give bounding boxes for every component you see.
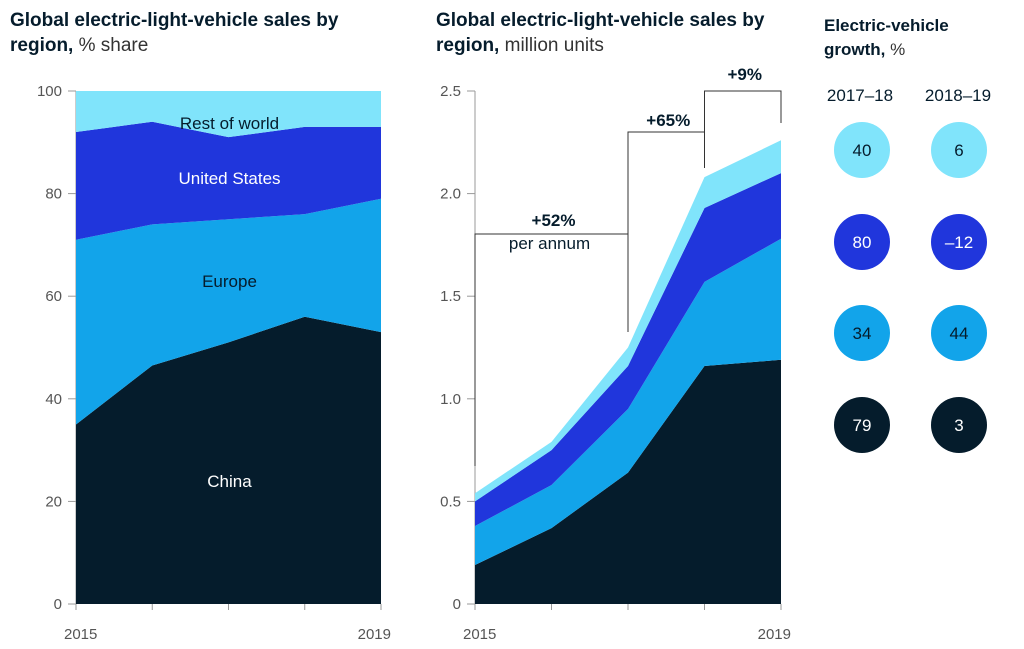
area-china xyxy=(76,316,381,604)
growth-value: 44 xyxy=(950,324,969,343)
x-tick-label: 2019 xyxy=(358,626,391,643)
growth-column-header: 2018–19 xyxy=(925,86,991,105)
growth-bubble-rest-of-world xyxy=(834,122,890,178)
right-chart-unit: million units xyxy=(504,35,604,56)
growth-column-header: 2017–18 xyxy=(827,86,893,105)
y-tick-label: 100 xyxy=(37,83,62,100)
right-chart-title-text: Global electric-light-vehicle sales by r… xyxy=(436,10,765,56)
x-tick-label: 2019 xyxy=(758,626,791,643)
growth-value: 6 xyxy=(954,141,963,160)
growth-bubble-europe xyxy=(834,305,890,361)
y-tick-label: 0 xyxy=(453,596,461,613)
bracket-label: +52% xyxy=(532,211,576,230)
y-tick-label: 1.5 xyxy=(440,288,461,305)
y-tick-label: 60 xyxy=(45,288,62,305)
growth-title: Electric-vehicle growth, % xyxy=(824,14,1004,62)
y-tick-label: 20 xyxy=(45,493,62,510)
area-united-states xyxy=(475,173,781,527)
growth-title-text: Electric-vehicle growth, xyxy=(824,16,949,59)
bracket-label: +9% xyxy=(728,65,763,84)
growth-bubbles: 2017–18 2018–19 40 6 80 –12 34 44 79 3 xyxy=(827,86,991,453)
growth-value: 40 xyxy=(853,141,872,160)
left-share-chart: 0 20 40 60 80 100 2015 2019 China Europe United St… xyxy=(37,83,391,643)
y-tick-label: 2.5 xyxy=(440,83,461,100)
y-tick-label: 40 xyxy=(45,391,62,408)
area-united-states xyxy=(76,121,381,240)
growth-value: 34 xyxy=(853,324,872,343)
growth-bubble-china xyxy=(834,397,890,453)
growth-bubble-united-states xyxy=(834,214,890,270)
bracket-label: +65% xyxy=(646,111,690,130)
area-label-rest-of-world: Rest of world xyxy=(180,114,279,133)
bracket-sublabel: per annum xyxy=(509,234,590,253)
growth-bubble-united-states xyxy=(931,214,987,270)
growth-value: 80 xyxy=(853,233,872,252)
area-label-china: China xyxy=(207,472,252,491)
right-units-chart: 0 0.5 1.0 1.5 2.0 2.5 2015 2019 +52% per annum +65… xyxy=(440,65,791,643)
area-europe xyxy=(76,198,381,425)
area-europe xyxy=(475,238,781,566)
area-rest-of-world xyxy=(475,140,781,502)
growth-bracket xyxy=(704,90,782,168)
y-tick-label: 0 xyxy=(54,596,62,613)
left-chart-title-text: Global electric-light-vehicle sales by r… xyxy=(10,10,339,56)
growth-bubble-europe xyxy=(931,305,987,361)
left-chart-unit: % share xyxy=(78,35,149,56)
growth-unit: % xyxy=(890,40,906,59)
y-tick-label: 2.0 xyxy=(440,186,461,203)
area-china xyxy=(475,359,781,604)
y-tick-label: 0.5 xyxy=(440,493,461,510)
left-chart-title: Global electric-light-vehicle sales by r… xyxy=(10,8,370,58)
growth-bubble-china xyxy=(931,397,987,453)
right-chart-title: Global electric-light-vehicle sales by r… xyxy=(436,8,766,58)
y-tick-label: 1.0 xyxy=(440,391,461,408)
x-tick-label: 2015 xyxy=(463,626,496,643)
growth-value: 3 xyxy=(954,416,963,435)
y-tick-label: 80 xyxy=(45,186,62,203)
x-tick-label: 2015 xyxy=(64,626,97,643)
area-label-europe: Europe xyxy=(202,272,257,291)
growth-value: –12 xyxy=(945,233,973,252)
growth-value: 79 xyxy=(853,416,872,435)
area-rest-of-world xyxy=(76,91,381,138)
area-label-united-states: United States xyxy=(178,169,280,188)
growth-bubble-rest-of-world xyxy=(931,122,987,178)
